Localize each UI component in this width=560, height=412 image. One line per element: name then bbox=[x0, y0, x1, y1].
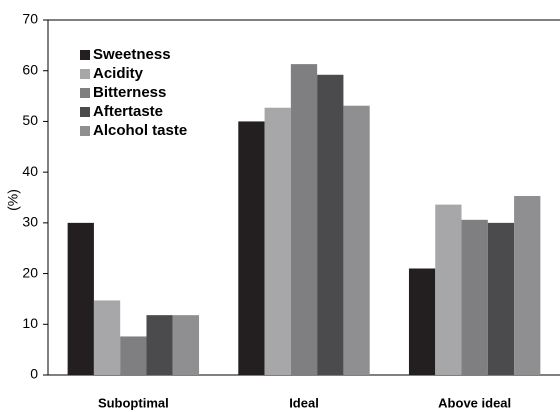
y-tick-label: 70 bbox=[22, 11, 38, 27]
bar bbox=[514, 195, 541, 375]
x-tick-label: Above ideal bbox=[438, 395, 511, 410]
x-tick-label: Suboptimal bbox=[98, 395, 169, 410]
bar bbox=[317, 74, 344, 376]
legend-swatch bbox=[80, 126, 90, 136]
y-axis-label: (%) bbox=[5, 189, 21, 211]
bar bbox=[172, 315, 200, 375]
bar bbox=[120, 336, 147, 375]
bar bbox=[93, 300, 121, 375]
legend-swatch bbox=[80, 88, 90, 98]
bar bbox=[461, 219, 488, 375]
bar bbox=[290, 64, 318, 375]
x-tick-label: Ideal bbox=[289, 395, 319, 410]
legend-label: Aftertaste bbox=[93, 103, 163, 120]
bar bbox=[264, 107, 291, 375]
legend-swatch bbox=[80, 50, 90, 60]
bar bbox=[238, 121, 265, 375]
y-tick-label: 40 bbox=[22, 163, 38, 179]
y-tick-label: 60 bbox=[22, 61, 38, 77]
y-tick-label: 50 bbox=[22, 112, 38, 128]
legend-swatch bbox=[80, 107, 90, 117]
bar bbox=[435, 204, 462, 375]
legend-label: Sweetness bbox=[93, 46, 171, 63]
legend-label: Bitterness bbox=[93, 84, 166, 101]
bar bbox=[408, 268, 436, 375]
legend-swatch bbox=[80, 69, 90, 79]
y-tick-label: 10 bbox=[22, 315, 38, 331]
legend-label: Alcohol taste bbox=[93, 122, 187, 139]
y-tick-label: 20 bbox=[22, 264, 38, 280]
bar bbox=[146, 315, 173, 375]
bar bbox=[343, 105, 370, 375]
bar bbox=[67, 222, 94, 375]
y-tick-label: 30 bbox=[22, 214, 38, 230]
y-tick-label: 0 bbox=[30, 366, 38, 382]
legend-label: Acidity bbox=[93, 65, 144, 82]
bar bbox=[487, 222, 515, 375]
